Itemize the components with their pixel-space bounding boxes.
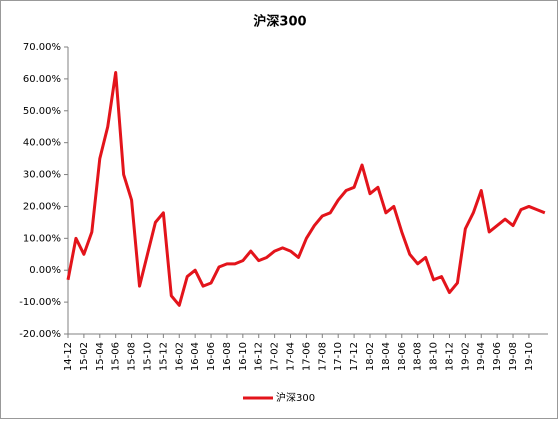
x-tick-label: 19-02 [460,342,471,371]
x-tick-label: 16-02 [174,342,185,371]
x-tick-label: 14-12 [63,342,74,371]
x-tick-label: 16-12 [254,342,265,371]
x-tick-label: 18-08 [413,342,424,371]
y-tick-label: 50.00% [23,106,61,117]
x-tick-label: 19-04 [476,342,487,371]
x-tick-label: 19-08 [508,342,519,371]
x-tick-label: 15-06 [111,342,122,371]
x-tick-label: 17-10 [333,342,344,371]
x-tick-label: 18-02 [365,342,376,371]
x-tick-label: 19-06 [492,342,503,371]
x-tick-label: 15-12 [158,342,169,371]
x-tick-label: 15-10 [142,342,153,371]
y-tick-label: 30.00% [23,170,61,181]
y-tick-label: 0.00% [29,265,61,276]
y-tick-label: 70.00% [23,42,61,53]
x-tick-label: 18-06 [397,342,408,371]
x-tick-label: 15-08 [127,342,138,371]
x-tick-label: 17-12 [349,342,360,371]
x-tick-label: 17-06 [301,342,312,371]
chart-title: 沪深300 [253,14,306,30]
data-line [66,71,546,307]
x-tick-label: 17-08 [317,342,328,371]
x-tick-label: 16-08 [222,342,233,371]
x-tick-label: 17-02 [270,342,281,371]
y-tick-label: -20.00% [19,329,61,340]
x-tick-label: 17-04 [286,342,297,371]
x-tick-label: 18-12 [444,342,455,371]
y-tick-label: 40.00% [23,138,61,149]
x-tick-label: 18-10 [429,342,440,371]
x-tick-label: 18-04 [381,342,392,371]
legend-label: 沪深300 [276,391,315,404]
y-tick-label: 60.00% [23,74,61,85]
x-tick-label: 16-10 [238,342,249,371]
x-tick-label: 15-02 [79,342,90,371]
y-tick-label: 20.00% [23,201,61,212]
x-tick-label: 16-06 [206,342,217,371]
y-tick-label: -10.00% [19,297,61,308]
x-tick-label: 19-10 [524,342,535,371]
x-tick-label: 16-04 [190,342,201,371]
y-tick-label: 10.00% [23,233,61,244]
x-tick-label: 15-04 [95,342,106,371]
